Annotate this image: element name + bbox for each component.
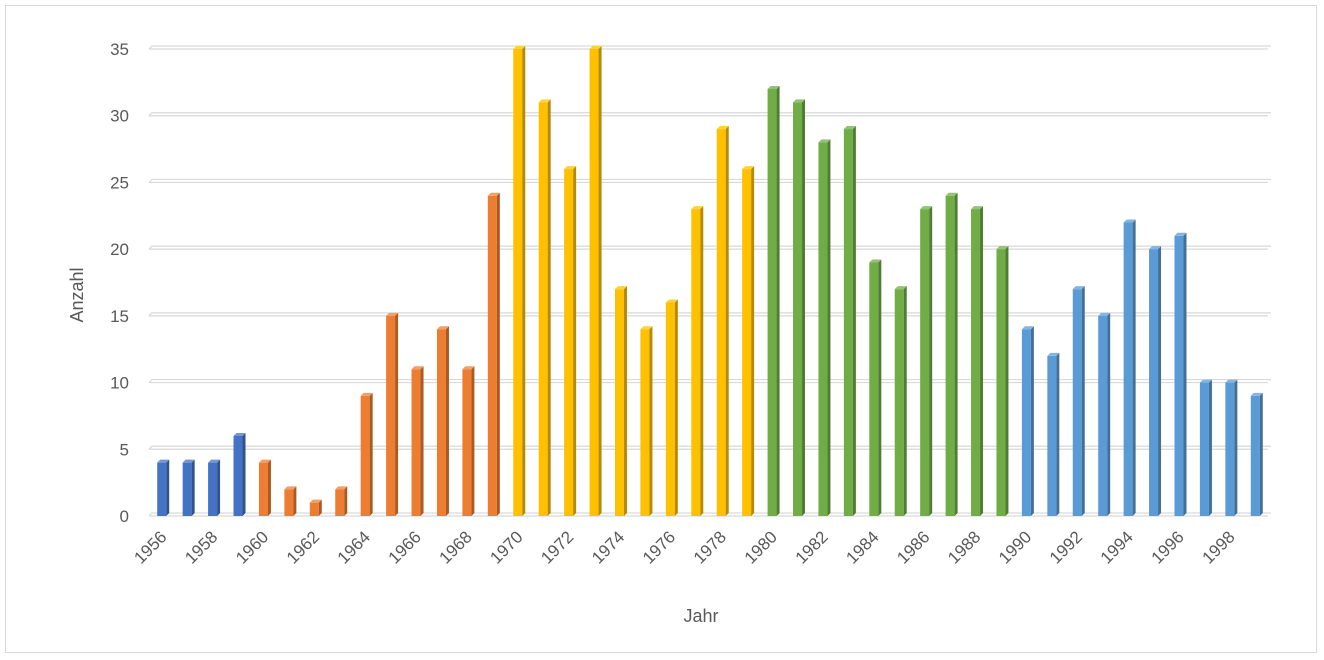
bar-1982 bbox=[818, 139, 831, 516]
gridline bbox=[148, 112, 1271, 117]
bar-1995 bbox=[1149, 246, 1162, 516]
bar-1987 bbox=[945, 192, 958, 516]
bar-1985 bbox=[894, 286, 907, 516]
bar-1990 bbox=[1021, 326, 1034, 516]
bar-1976 bbox=[665, 299, 678, 516]
bar-1974 bbox=[614, 286, 627, 516]
y-tick-label: 35 bbox=[110, 40, 129, 59]
x-tick-label: 1962 bbox=[283, 527, 323, 567]
bar-1998 bbox=[1225, 379, 1238, 516]
x-tick-label: 1976 bbox=[639, 527, 679, 567]
x-tick-label: 1960 bbox=[232, 527, 272, 567]
bar-1986 bbox=[920, 206, 933, 516]
bar-1989 bbox=[996, 246, 1009, 516]
x-tick-label: 1978 bbox=[690, 527, 730, 567]
x-tick-label: 1980 bbox=[741, 527, 781, 567]
bars bbox=[157, 46, 1263, 517]
x-tick-label: 1996 bbox=[1148, 527, 1188, 567]
x-axis-title: Jahr bbox=[683, 606, 718, 626]
x-tick-label: 1968 bbox=[436, 527, 476, 567]
bar-1997 bbox=[1199, 379, 1212, 516]
x-tick-label: 1992 bbox=[1046, 527, 1086, 567]
bar-1977 bbox=[691, 206, 704, 516]
bar-1972 bbox=[564, 166, 577, 517]
y-tick-labels: 0 5 10 15 20 25 30 35 bbox=[110, 40, 129, 526]
y-tick-label: 10 bbox=[110, 374, 129, 393]
y-tick-label: 15 bbox=[110, 307, 129, 326]
bar-1991 bbox=[1047, 352, 1060, 516]
x-tick-label: 1974 bbox=[588, 527, 628, 567]
x-tick-label: 1970 bbox=[486, 527, 526, 567]
bar-1963 bbox=[335, 486, 348, 516]
bar-1973 bbox=[589, 46, 602, 516]
x-tick-label: 1990 bbox=[995, 527, 1035, 567]
bar-1999 bbox=[1250, 392, 1263, 516]
x-tick-label: 1994 bbox=[1097, 527, 1137, 567]
gridline bbox=[148, 45, 1271, 50]
bar-1988 bbox=[971, 206, 984, 516]
y-tick-label: 5 bbox=[120, 440, 129, 459]
bar-1960 bbox=[258, 459, 271, 516]
gridline bbox=[148, 245, 1271, 250]
bar-1984 bbox=[869, 259, 882, 516]
bar-1964 bbox=[360, 392, 373, 516]
x-tick-label: 1958 bbox=[181, 527, 221, 567]
bar-1978 bbox=[716, 126, 729, 517]
bar-1971 bbox=[538, 99, 551, 516]
bar-1967 bbox=[436, 326, 449, 516]
x-tick-label: 1998 bbox=[1198, 527, 1238, 567]
bar-1970 bbox=[513, 46, 526, 516]
bar-1981 bbox=[793, 99, 806, 516]
x-tick-label: 1966 bbox=[385, 527, 425, 567]
bar-1969 bbox=[487, 192, 500, 516]
x-tick-label: 1982 bbox=[792, 527, 832, 567]
x-tick-label: 1972 bbox=[537, 527, 577, 567]
bar-1956 bbox=[157, 459, 170, 516]
y-axis-title: Anzahl bbox=[67, 267, 87, 322]
bar-1975 bbox=[640, 326, 653, 516]
y-tick-label: 0 bbox=[120, 507, 129, 526]
bar-1980 bbox=[767, 86, 780, 517]
bar-1958 bbox=[208, 459, 221, 516]
bar-1968 bbox=[462, 366, 475, 516]
y-tick-label: 20 bbox=[110, 240, 129, 259]
bar-1966 bbox=[411, 366, 424, 516]
bar-1962 bbox=[309, 499, 322, 516]
bar-1983 bbox=[843, 126, 856, 517]
bar-1996 bbox=[1174, 232, 1187, 517]
bar-1979 bbox=[742, 166, 755, 517]
bar-1993 bbox=[1098, 312, 1111, 516]
y-tick-label: 30 bbox=[110, 107, 129, 126]
bar-1961 bbox=[284, 486, 297, 516]
gridlines bbox=[148, 45, 1271, 517]
x-tick-label: 1956 bbox=[130, 527, 170, 567]
x-tick-label: 1988 bbox=[944, 527, 984, 567]
bar-1957 bbox=[182, 459, 195, 516]
bar-1994 bbox=[1123, 219, 1136, 516]
x-tick-label: 1964 bbox=[334, 527, 374, 567]
x-tick-label: 1984 bbox=[842, 527, 882, 567]
y-tick-label: 25 bbox=[110, 173, 129, 192]
bar-1959 bbox=[233, 432, 246, 516]
gridline bbox=[148, 178, 1271, 184]
chart-frame: 0 5 10 15 20 25 30 35 1956 1958 1960 1962 1964 1966 1… bbox=[5, 5, 1317, 653]
bar-1992 bbox=[1072, 286, 1085, 516]
x-tick-labels: 1956 1958 1960 1962 1964 1966 1968 1970 1972 1974… bbox=[130, 527, 1238, 567]
x-tick-label: 1986 bbox=[893, 527, 933, 567]
bar-1965 bbox=[386, 312, 399, 516]
